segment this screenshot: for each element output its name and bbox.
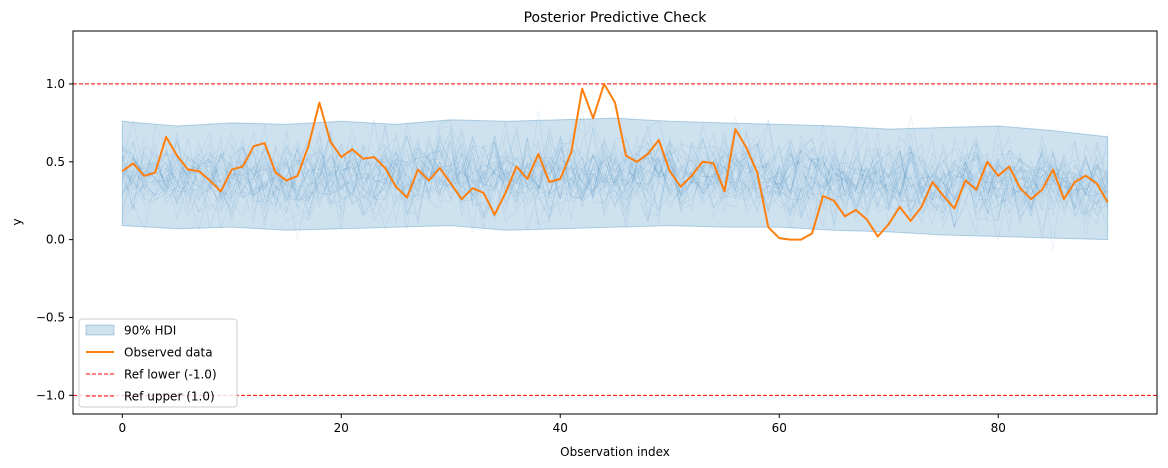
posterior-draw xyxy=(122,115,1108,242)
legend-frame xyxy=(78,318,238,408)
plot-frame xyxy=(72,30,1158,415)
y-tick-label: 0.0 xyxy=(46,233,65,247)
posterior-draw xyxy=(122,128,1108,211)
y-tick-label: −1.0 xyxy=(36,388,65,402)
posterior-draw xyxy=(122,129,1108,219)
posterior-draw xyxy=(122,131,1108,226)
posterior-draw xyxy=(122,130,1108,234)
hdi-band xyxy=(121,117,1109,241)
x-tick-label: 40 xyxy=(553,421,568,435)
legend-observed-label: Observed data xyxy=(124,346,213,360)
x-tick-label: 20 xyxy=(334,421,349,435)
posterior-draw xyxy=(122,142,1108,220)
y-tick-label: 0.5 xyxy=(46,155,65,169)
posterior-draw xyxy=(122,110,1108,223)
reference-lines xyxy=(73,83,1157,396)
legend-hdi-swatch xyxy=(85,324,115,336)
posterior-draw xyxy=(122,127,1108,251)
legend-ref-upper-label: Ref upper (1.0) xyxy=(124,390,215,404)
posterior-draw xyxy=(122,129,1108,236)
posterior-draw xyxy=(122,135,1108,230)
y-axis: −1.0 −0.5 0.0 0.5 1.0 xyxy=(36,77,73,402)
x-tick-label: 80 xyxy=(991,421,1006,435)
posterior-draw xyxy=(122,121,1108,229)
posterior-draw xyxy=(122,119,1108,238)
posterior-draw xyxy=(122,120,1108,232)
x-axis: 0 20 40 60 80 xyxy=(118,414,1006,435)
posterior-draw xyxy=(122,119,1108,219)
posterior-draw xyxy=(122,132,1108,233)
posterior-draw xyxy=(122,132,1108,222)
legend: 90% HDI Observed data Ref lower (-1.0) R… xyxy=(78,318,238,408)
posterior-draw xyxy=(122,134,1108,230)
posterior-draw xyxy=(122,125,1108,234)
posterior-draw xyxy=(122,134,1108,221)
posterior-draw xyxy=(122,121,1108,216)
posterior-draw xyxy=(122,125,1108,215)
x-tick-label: 0 xyxy=(118,421,126,435)
posterior-draw xyxy=(122,123,1108,230)
posterior-draw xyxy=(122,119,1108,230)
y-axis-label: y xyxy=(10,218,24,225)
x-axis-label: Observation index xyxy=(560,445,670,459)
posterior-draw xyxy=(122,117,1108,231)
posterior-draw xyxy=(122,126,1108,224)
plot-area xyxy=(73,82,1157,396)
legend-ref-lower-label: Ref lower (-1.0) xyxy=(124,368,217,382)
posterior-draw xyxy=(122,133,1108,233)
posterior-draw xyxy=(122,124,1108,228)
posterior-draw xyxy=(122,124,1108,217)
posterior-draw xyxy=(122,132,1108,231)
posterior-draw xyxy=(122,106,1108,230)
chart-title: Posterior Predictive Check xyxy=(524,10,708,26)
observed-data-line xyxy=(121,82,1109,241)
posterior-draw xyxy=(122,133,1108,228)
posterior-draw xyxy=(122,132,1108,240)
x-tick-label: 60 xyxy=(772,421,787,435)
posterior-draw xyxy=(122,139,1108,227)
posterior-draw xyxy=(122,133,1108,228)
y-tick-label: −0.5 xyxy=(36,310,65,324)
legend-hdi-label: 90% HDI xyxy=(124,324,176,338)
y-tick-label: 1.0 xyxy=(46,77,65,91)
